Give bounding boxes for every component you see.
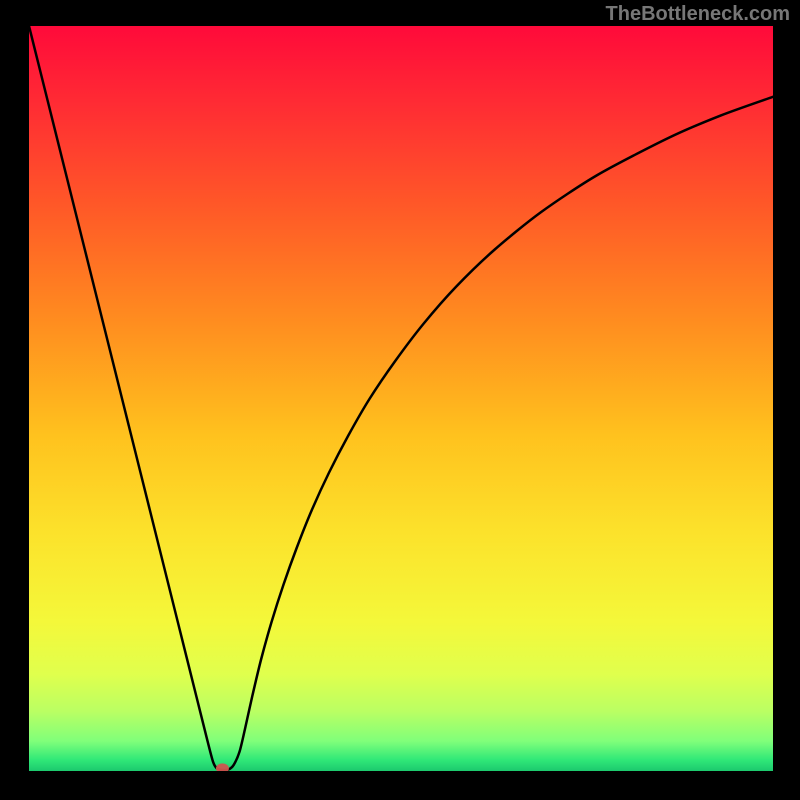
plot-svg: [29, 26, 773, 771]
chart-container: TheBottleneck.com: [0, 0, 800, 800]
plot-area: [29, 26, 773, 771]
gradient-background: [29, 26, 773, 771]
attribution-text: TheBottleneck.com: [606, 3, 790, 26]
